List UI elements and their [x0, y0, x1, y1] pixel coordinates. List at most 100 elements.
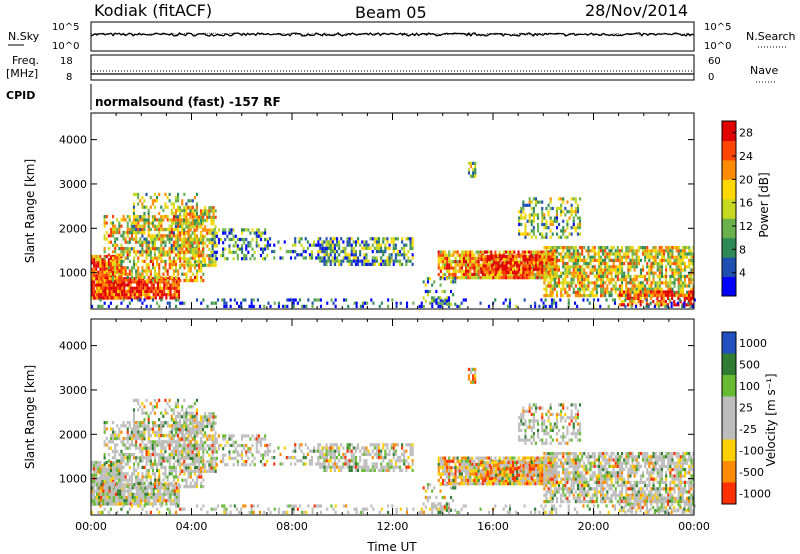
- power-cell: [133, 293, 136, 297]
- power-cell: [336, 256, 339, 260]
- power-cell: [163, 286, 166, 290]
- power-cell: [564, 262, 567, 266]
- power-cell: [560, 287, 563, 291]
- velocity-cell: [110, 499, 113, 503]
- velocity-cell: [97, 470, 100, 474]
- power-cell: [523, 276, 526, 280]
- power-cell: [336, 243, 339, 247]
- velocity-cell: [175, 472, 178, 476]
- power-cell: [168, 231, 171, 235]
- power-cell: [156, 289, 159, 294]
- velocity-cell: [160, 462, 163, 466]
- power-cell: [639, 300, 642, 304]
- power-cell: [450, 266, 453, 270]
- power-cell: [668, 298, 671, 302]
- power-cell: [572, 258, 575, 262]
- power-cell: [149, 234, 152, 238]
- power-cell: [230, 231, 233, 235]
- power-cell: [665, 274, 668, 278]
- power-cell: [524, 203, 527, 207]
- power-cell: [481, 250, 484, 254]
- power-cell: [652, 293, 655, 297]
- power-cell: [587, 274, 590, 278]
- power-cell: [456, 253, 459, 257]
- power-cell: [545, 206, 548, 211]
- power-cell: [147, 240, 150, 244]
- power-cell: [302, 256, 305, 260]
- power-cell: [644, 287, 647, 291]
- power-cell: [359, 304, 362, 308]
- power-cell: [323, 240, 326, 244]
- power-cell: [549, 206, 552, 211]
- power-cell: [392, 237, 395, 241]
- power-cell: [148, 286, 151, 290]
- power-cell: [164, 202, 167, 206]
- power-cell: [671, 296, 674, 300]
- power-cell: [162, 215, 165, 219]
- power-cell: [97, 258, 100, 262]
- power-cell: [536, 250, 539, 254]
- velocity-cell: [164, 481, 167, 485]
- power-cell: [671, 271, 674, 275]
- power-cell: [350, 237, 353, 241]
- power-cell: [458, 263, 461, 267]
- power-cell: [579, 294, 582, 298]
- power-cell: [141, 227, 144, 231]
- power-cell: [528, 213, 531, 217]
- power-cell: [690, 258, 693, 262]
- power-cell: [549, 254, 552, 259]
- power-cell: [484, 258, 487, 262]
- velocity-cell: [101, 476, 104, 481]
- power-cell: [103, 270, 106, 275]
- power-cell: [587, 281, 590, 285]
- power-cell: [681, 304, 684, 308]
- power-cell: [145, 240, 148, 244]
- power-cell: [501, 270, 504, 275]
- velocity-cell: [147, 433, 150, 437]
- velocity-cell: [95, 480, 98, 484]
- power-cell: [108, 289, 111, 294]
- power-cell: [644, 284, 647, 288]
- power-cell: [555, 294, 558, 298]
- power-cell: [315, 243, 318, 247]
- power-cell: [193, 228, 196, 232]
- power-cell: [473, 266, 476, 270]
- power-cell: [245, 247, 248, 251]
- power-cell: [652, 271, 655, 275]
- power-cell: [287, 250, 290, 254]
- velocity-cell: [159, 486, 162, 490]
- power-cell: [179, 266, 182, 270]
- power-cell: [185, 275, 188, 279]
- power-cell: [576, 216, 579, 220]
- power-cell: [208, 206, 211, 210]
- power-cell: [450, 263, 453, 267]
- power-cell: [633, 287, 636, 291]
- power-cell: [585, 262, 588, 266]
- power-cell: [535, 264, 538, 268]
- power-cell: [456, 260, 459, 264]
- power-cell: [593, 281, 596, 285]
- power-cell: [689, 304, 692, 308]
- power-cell: [550, 304, 553, 308]
- power-cell: [465, 269, 468, 273]
- power-cell: [199, 263, 202, 267]
- power-cell: [671, 287, 674, 291]
- power-cell: [189, 269, 192, 273]
- power-cell: [692, 255, 695, 259]
- power-cell: [441, 256, 444, 261]
- power-cell: [642, 281, 645, 285]
- power-cell: [530, 270, 533, 275]
- power-cell: [627, 303, 630, 307]
- power-cell: [616, 278, 619, 282]
- power-cell: [390, 240, 393, 244]
- power-cell: [165, 283, 168, 287]
- power-cell: [656, 296, 659, 300]
- velocity-cell: [189, 485, 192, 489]
- power-cell: [606, 268, 609, 272]
- power-cell: [522, 254, 525, 259]
- power-cell: [141, 218, 144, 222]
- power-cell: [199, 254, 202, 258]
- power-cell: [199, 231, 202, 235]
- power-cell: [123, 280, 126, 284]
- velocity-cell: [158, 481, 161, 485]
